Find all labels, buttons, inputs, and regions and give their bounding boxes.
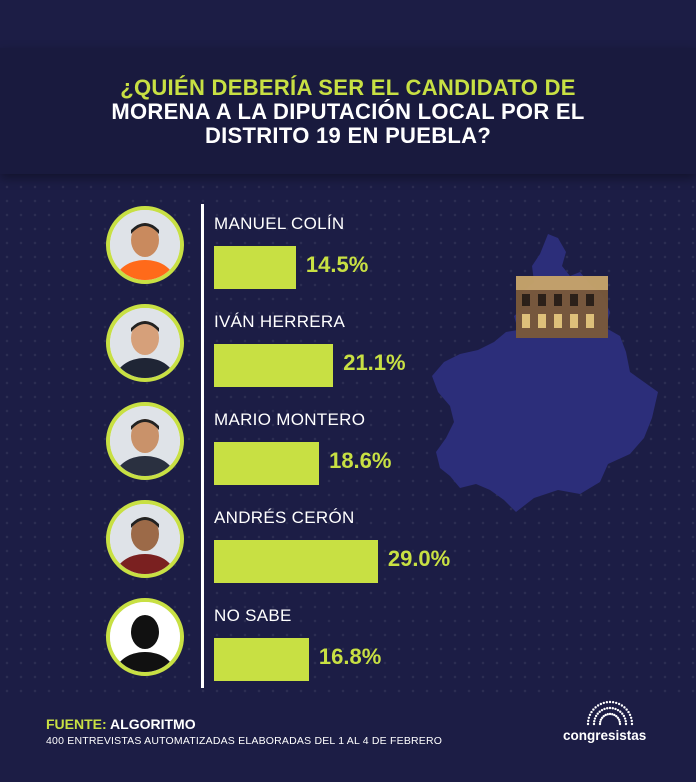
logo-dot bbox=[630, 719, 633, 723]
logo-dot bbox=[608, 706, 612, 710]
bar-row: MARIO MONTERO 18.6% bbox=[0, 402, 696, 498]
logo-dot bbox=[606, 713, 609, 716]
logo-dot bbox=[622, 714, 626, 718]
logo-dot bbox=[618, 720, 621, 723]
congresistas-logo-icon bbox=[586, 700, 634, 726]
data-label: 18.6% bbox=[329, 448, 392, 473]
logo-dot bbox=[596, 712, 599, 715]
logo-dot bbox=[628, 713, 632, 717]
logo-dot bbox=[611, 707, 614, 710]
logo-dot bbox=[604, 713, 607, 717]
logo-dot bbox=[592, 708, 595, 711]
axis-line bbox=[201, 204, 204, 688]
logo-dot bbox=[598, 710, 601, 713]
logo-dot bbox=[587, 719, 590, 723]
logo-dot bbox=[615, 714, 618, 718]
logo-dot bbox=[602, 714, 605, 718]
category-label: IVÁN HERRERA bbox=[214, 312, 346, 331]
logo-dot bbox=[606, 707, 609, 710]
logo-dot bbox=[619, 710, 622, 713]
data-label: 14.5% bbox=[305, 252, 369, 277]
logo-dot bbox=[617, 718, 621, 721]
bar bbox=[214, 540, 378, 583]
logo-dot bbox=[605, 701, 609, 704]
silhouette-avatar-icon bbox=[106, 598, 184, 676]
category-label: MARIO MONTERO bbox=[214, 410, 366, 429]
logo-dot bbox=[613, 713, 616, 717]
logo-dot bbox=[603, 707, 606, 711]
logo-dot bbox=[599, 702, 603, 706]
logo-dot bbox=[620, 704, 624, 707]
source-key: FUENTE: bbox=[46, 716, 107, 732]
logo-dot bbox=[587, 716, 591, 719]
bar bbox=[214, 442, 320, 485]
logo-dot bbox=[617, 702, 621, 706]
logo-dot bbox=[621, 712, 624, 715]
title-line-1: ¿QUIÉN DEBERÍA SER EL CANDIDATO DE bbox=[120, 75, 576, 100]
data-label: 21.1% bbox=[343, 350, 406, 375]
logo-dot bbox=[615, 701, 618, 705]
logo-dot bbox=[586, 722, 590, 726]
logo-dot bbox=[599, 718, 603, 721]
logo-dot bbox=[623, 706, 626, 709]
bar bbox=[214, 246, 296, 289]
survey-note: 400 ENTREVISTAS AUTOMATIZADAS ELABORADAS… bbox=[46, 735, 443, 747]
bar bbox=[214, 638, 309, 681]
candidate-avatar bbox=[106, 206, 184, 284]
title-banner bbox=[0, 48, 696, 174]
brand-name: congresistas bbox=[563, 728, 647, 743]
bar-row: ANDRÉS CERÓN 29.0% bbox=[0, 500, 696, 596]
page-title: ¿QUIÉN DEBERÍA SER EL CANDIDATO DE MOREN… bbox=[0, 76, 696, 148]
logo-dot bbox=[623, 717, 627, 720]
bar-row: IVÁN HERRERA 21.1% bbox=[0, 304, 696, 400]
title-line-2: MORENA A LA DIPUTACIÓN LOCAL POR EL bbox=[111, 99, 585, 124]
category-label: ANDRÉS CERÓN bbox=[214, 508, 355, 527]
logo-dot bbox=[598, 722, 602, 726]
logo-dot bbox=[592, 722, 596, 726]
data-label: 16.8% bbox=[318, 644, 382, 669]
logo-dot bbox=[618, 722, 622, 726]
logo-dot bbox=[590, 710, 593, 714]
logo-dot bbox=[593, 717, 597, 720]
logo-dot bbox=[608, 700, 612, 704]
logo-dot bbox=[611, 713, 614, 716]
category-label: MANUEL COLÍN bbox=[214, 214, 345, 233]
logo-dot bbox=[624, 722, 628, 726]
bar-row: MANUEL COLÍN 14.5% bbox=[0, 206, 696, 302]
logo-dot bbox=[588, 713, 592, 717]
candidate-avatar bbox=[106, 304, 184, 382]
logo-dot bbox=[630, 722, 634, 726]
logo-dot bbox=[602, 701, 605, 705]
logo-dot bbox=[625, 708, 628, 711]
logo-dot bbox=[624, 720, 627, 723]
logo-dot bbox=[611, 701, 615, 704]
puebla-map-icon bbox=[432, 234, 658, 512]
source-line: FUENTE: ALGORITMO bbox=[46, 716, 196, 732]
logo-dot bbox=[594, 706, 597, 709]
bar bbox=[214, 344, 334, 387]
source-value: ALGORITMO bbox=[110, 716, 196, 732]
logo-dot bbox=[616, 708, 620, 712]
data-label: 29.0% bbox=[387, 546, 451, 571]
candidate-avatar bbox=[106, 402, 184, 480]
logo-dot bbox=[629, 716, 633, 719]
building-photo bbox=[516, 276, 608, 338]
logo-dot bbox=[594, 714, 598, 718]
title-line-3: DISTRITO 19 EN PUEBLA? bbox=[204, 123, 492, 148]
logo-dot bbox=[600, 708, 604, 712]
bar-row: NO SABE 16.8% bbox=[0, 598, 696, 694]
logo-dot bbox=[616, 716, 620, 719]
logo-dot bbox=[614, 707, 617, 711]
logo-dot bbox=[608, 712, 612, 716]
logo-dot bbox=[596, 704, 600, 707]
logo-dot bbox=[599, 720, 602, 723]
logo-dot bbox=[593, 720, 596, 723]
category-label: NO SABE bbox=[214, 606, 292, 625]
logo-dot bbox=[627, 710, 630, 714]
logo-dot bbox=[600, 716, 604, 719]
candidate-avatar bbox=[106, 500, 184, 578]
